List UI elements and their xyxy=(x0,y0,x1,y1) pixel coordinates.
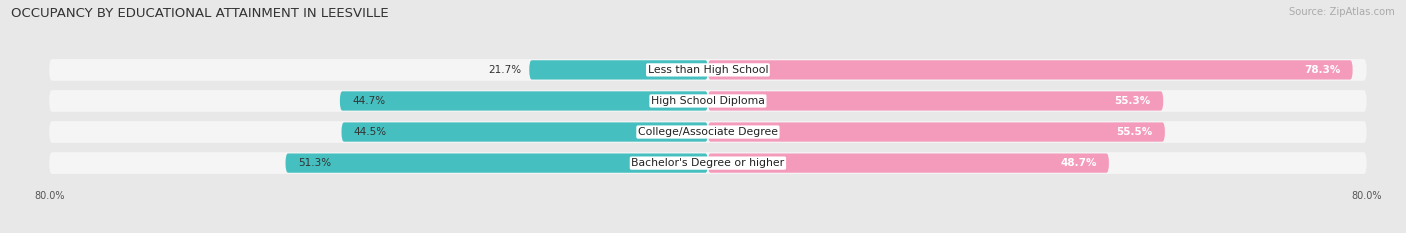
Text: 55.3%: 55.3% xyxy=(1115,96,1152,106)
Text: High School Diploma: High School Diploma xyxy=(651,96,765,106)
Text: OCCUPANCY BY EDUCATIONAL ATTAINMENT IN LEESVILLE: OCCUPANCY BY EDUCATIONAL ATTAINMENT IN L… xyxy=(11,7,389,20)
FancyBboxPatch shape xyxy=(49,121,1367,143)
Text: 55.5%: 55.5% xyxy=(1116,127,1153,137)
FancyBboxPatch shape xyxy=(49,90,1367,112)
Text: 21.7%: 21.7% xyxy=(488,65,522,75)
Text: 44.5%: 44.5% xyxy=(354,127,387,137)
FancyBboxPatch shape xyxy=(709,91,1163,111)
FancyBboxPatch shape xyxy=(49,152,1367,174)
FancyBboxPatch shape xyxy=(49,59,1367,81)
Text: Bachelor's Degree or higher: Bachelor's Degree or higher xyxy=(631,158,785,168)
FancyBboxPatch shape xyxy=(709,154,1109,173)
Text: 78.3%: 78.3% xyxy=(1303,65,1340,75)
FancyBboxPatch shape xyxy=(709,122,1166,142)
Text: Source: ZipAtlas.com: Source: ZipAtlas.com xyxy=(1289,7,1395,17)
FancyBboxPatch shape xyxy=(342,122,709,142)
Text: College/Associate Degree: College/Associate Degree xyxy=(638,127,778,137)
Text: 48.7%: 48.7% xyxy=(1060,158,1097,168)
FancyBboxPatch shape xyxy=(285,154,709,173)
Text: Less than High School: Less than High School xyxy=(648,65,768,75)
FancyBboxPatch shape xyxy=(340,91,709,111)
Text: 51.3%: 51.3% xyxy=(298,158,330,168)
FancyBboxPatch shape xyxy=(529,60,709,79)
Text: 44.7%: 44.7% xyxy=(353,96,385,106)
FancyBboxPatch shape xyxy=(709,60,1353,79)
